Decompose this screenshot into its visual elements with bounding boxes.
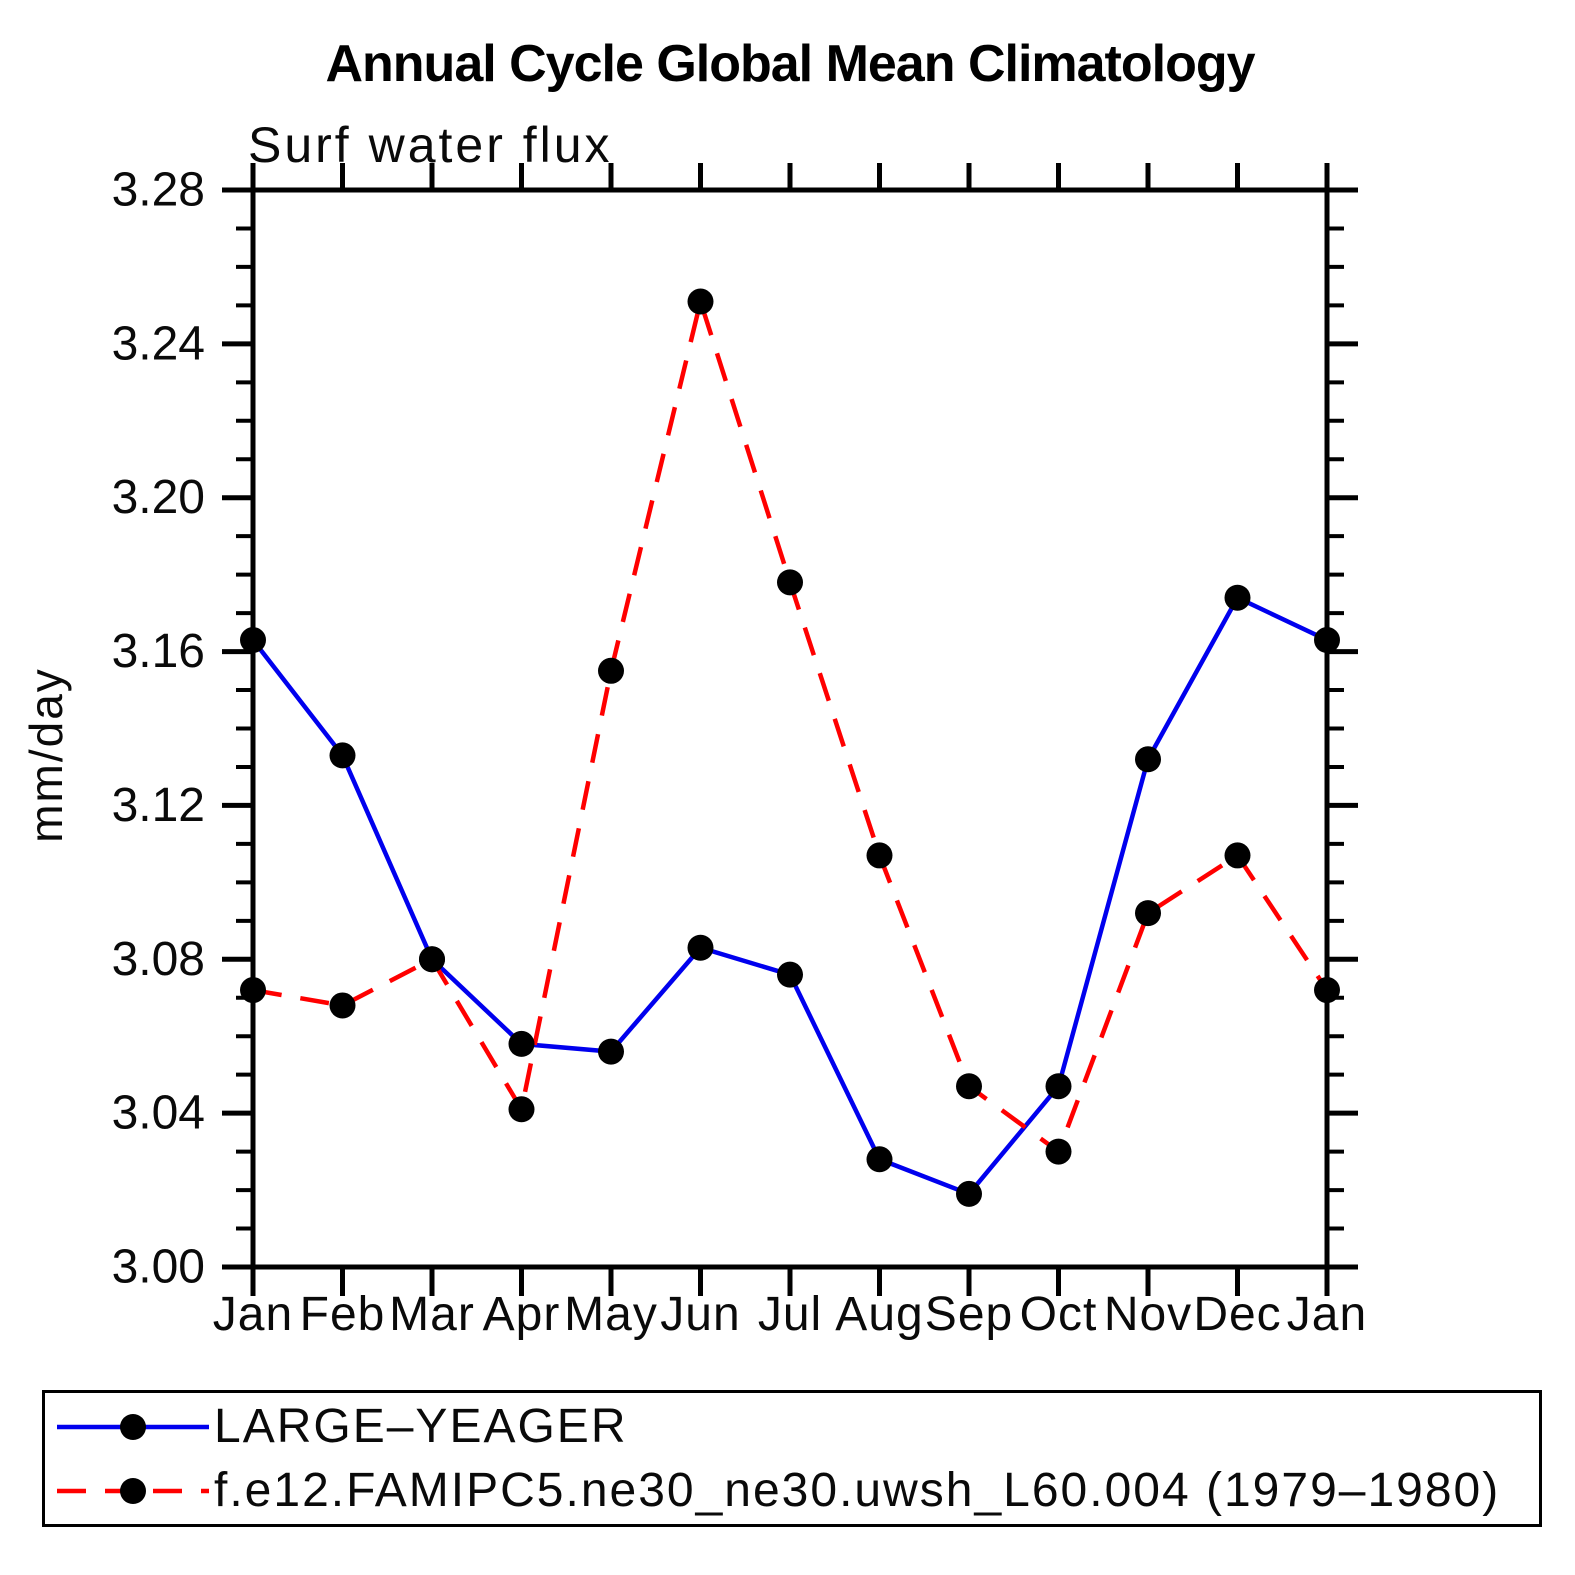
legend-label-model: f.e12.FAMIPC5.ne30_ne30.uwsh_L60.004 (19… — [214, 1464, 1501, 1517]
plot-frame — [250, 187, 1330, 1270]
x-tick-label: Aug — [835, 1288, 923, 1341]
data-point-marker — [598, 1038, 624, 1065]
legend-sample-solid-line — [57, 1413, 209, 1440]
x-tick-label: Jan — [1287, 1288, 1367, 1341]
legend-entry-model: f.e12.FAMIPC5.ne30_ne30.uwsh_L60.004 (19… — [51, 1463, 1539, 1519]
data-point-marker — [866, 842, 893, 869]
x-tick-label: Sep — [925, 1288, 1013, 1341]
data-point-marker — [1224, 842, 1251, 869]
x-tick-label: Apr — [483, 1288, 561, 1341]
data-point-marker — [508, 1096, 535, 1123]
data-point-marker — [866, 1146, 893, 1173]
legend: LARGE–YEAGER f.e12.FAMIPC5.ne30_ne30.uws… — [42, 1390, 1542, 1527]
x-tick-label: Dec — [1193, 1288, 1281, 1341]
y-tick-label: 3.00 — [112, 1241, 205, 1294]
data-point-marker — [687, 288, 714, 315]
series-large-yeager-markers — [240, 584, 1340, 1207]
data-point-marker — [1045, 1138, 1072, 1165]
data-point-marker — [1045, 1073, 1072, 1100]
data-point-marker — [329, 742, 356, 769]
y-tick-label: 3.08 — [112, 933, 205, 986]
x-tick-label: Jul — [758, 1288, 822, 1341]
data-point-marker — [1314, 627, 1340, 654]
data-point-marker — [1135, 900, 1161, 927]
y-tick-label: 3.20 — [112, 471, 205, 524]
x-tick-label: Oct — [1020, 1288, 1098, 1341]
legend-entry-large-yeager: LARGE–YEAGER — [51, 1399, 1539, 1455]
y-tick-label: 3.04 — [112, 1087, 205, 1140]
x-tick-label: Jan — [213, 1288, 293, 1341]
data-point-marker — [508, 1030, 535, 1057]
data-point-marker — [240, 627, 266, 654]
x-tick-label: May — [564, 1288, 658, 1341]
data-point-marker — [1224, 584, 1251, 611]
data-point-marker — [777, 569, 803, 596]
series-large-yeager-line — [251, 594, 1328, 1197]
data-point-marker — [687, 934, 714, 961]
chart-subtitle: Surf water flux — [248, 117, 613, 173]
series-model-markers — [240, 288, 1340, 1165]
y-tick-label: 3.28 — [112, 164, 205, 217]
axis-ticks — [222, 163, 1358, 1296]
data-point-marker — [240, 977, 266, 1004]
legend-label-large-yeager: LARGE–YEAGER — [214, 1400, 628, 1453]
x-tick-label: Feb — [300, 1288, 386, 1341]
x-tick-labels: Jan Feb Mar Apr May Jun Jul Aug Sep Oct Nov Dec Jan — [213, 1288, 1367, 1341]
data-point-marker — [956, 1180, 982, 1207]
plot-area: 3.003.043.083.123.163.203.243.28 Jan Feb M… — [112, 163, 1367, 1341]
y-tick-label: 3.16 — [112, 625, 205, 678]
data-point-marker — [419, 946, 445, 973]
data-point-marker — [598, 657, 624, 684]
data-point-marker — [956, 1073, 982, 1100]
data-point-marker — [1135, 746, 1161, 773]
data-point-marker — [1314, 977, 1340, 1004]
x-tick-label: Mar — [389, 1288, 475, 1341]
x-tick-label: Jun — [660, 1288, 740, 1341]
data-point-marker — [329, 992, 356, 1019]
data-point-marker — [777, 961, 803, 988]
legend-sample-dashed-line — [57, 1477, 209, 1504]
x-tick-label: Nov — [1104, 1288, 1192, 1341]
chart-title: Annual Cycle Global Mean Climatology — [325, 35, 1255, 93]
y-tick-labels: 3.00 3.04 3.08 3.12 3.16 3.20 3.24 3.28 — [112, 164, 205, 1294]
y-tick-label: 3.24 — [112, 317, 205, 370]
y-tick-label: 3.12 — [112, 779, 205, 832]
